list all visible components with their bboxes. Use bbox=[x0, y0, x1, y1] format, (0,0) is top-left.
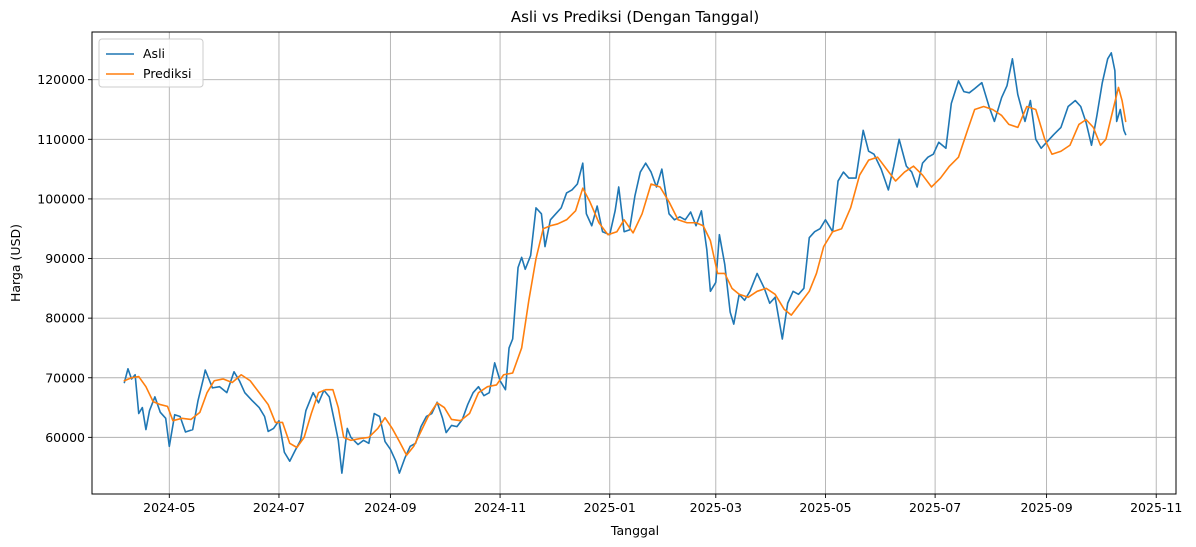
x-tick-label: 2025-01 bbox=[584, 500, 636, 515]
x-tick-label: 2024-11 bbox=[474, 500, 526, 515]
y-axis-title: Harga (USD) bbox=[8, 224, 23, 302]
x-tick-label: 2025-11 bbox=[1130, 500, 1182, 515]
y-tick-label: 100000 bbox=[37, 191, 85, 206]
plot-area-frame bbox=[91, 31, 1177, 495]
series-line-prediksi bbox=[123, 86, 1127, 457]
legend-label-prediksi: Prediksi bbox=[143, 66, 192, 81]
y-tick-label: 110000 bbox=[37, 132, 85, 147]
legend-label-asli: Asli bbox=[143, 46, 165, 61]
x-axis-title: Tanggal bbox=[610, 523, 659, 538]
y-axis-ticks: 60000 70000 80000 90000 100000 110000 120000 bbox=[37, 72, 92, 445]
y-tick-label: 80000 bbox=[45, 311, 85, 326]
x-tick-label: 2024-09 bbox=[364, 500, 416, 515]
y-tick-label: 70000 bbox=[45, 370, 85, 385]
series-layer bbox=[123, 52, 1127, 474]
series-line-asli bbox=[123, 52, 1127, 474]
grid bbox=[92, 32, 1176, 494]
y-tick-label: 60000 bbox=[45, 430, 85, 445]
chart-title: Asli vs Prediksi (Dengan Tanggal) bbox=[511, 8, 759, 26]
x-tick-label: 2024-07 bbox=[253, 500, 305, 515]
x-axis-ticks: 2024-05 2024-07 2024-09 2024-11 2025-01 2025-… bbox=[143, 494, 1182, 515]
x-tick-label: 2025-05 bbox=[799, 500, 851, 515]
x-tick-label: 2025-09 bbox=[1020, 500, 1072, 515]
x-tick-label: 2025-07 bbox=[909, 500, 961, 515]
legend: Asli Prediksi bbox=[98, 38, 204, 88]
x-tick-label: 2025-03 bbox=[690, 500, 742, 515]
y-tick-label: 90000 bbox=[45, 251, 85, 266]
x-tick-label: 2024-05 bbox=[143, 500, 195, 515]
y-tick-label: 120000 bbox=[37, 72, 85, 87]
legend-box bbox=[98, 38, 204, 88]
